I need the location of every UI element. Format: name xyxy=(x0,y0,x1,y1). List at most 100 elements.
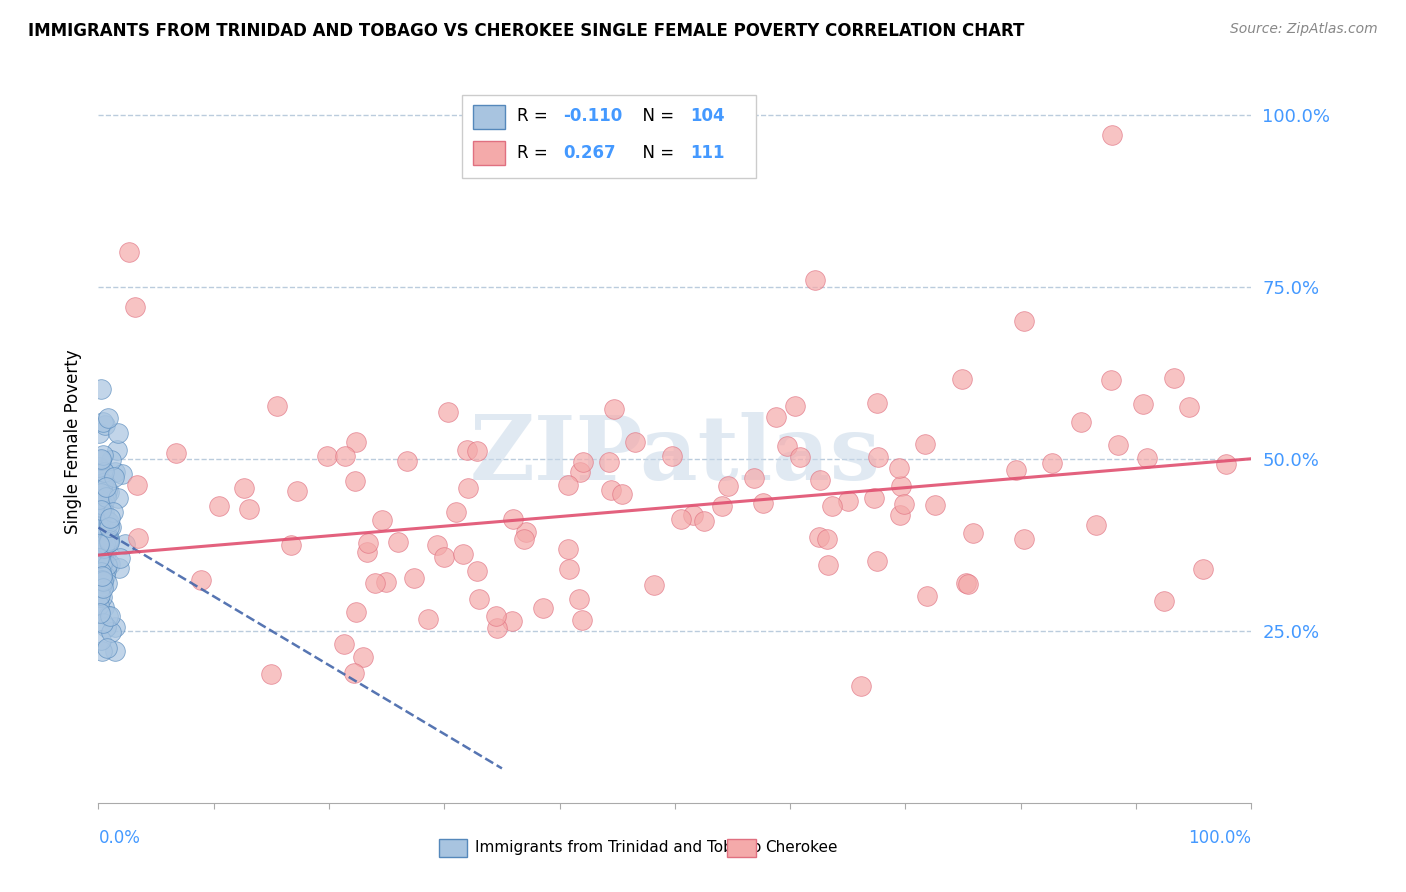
Point xyxy=(485,608,508,623)
Point xyxy=(87,520,110,534)
Point xyxy=(87,598,110,612)
Point xyxy=(87,511,110,525)
Text: 104: 104 xyxy=(690,107,724,126)
Point xyxy=(364,576,387,591)
Point xyxy=(97,411,120,425)
Point xyxy=(90,566,112,580)
Point xyxy=(1101,128,1123,143)
Point xyxy=(1099,372,1122,386)
Point xyxy=(125,478,148,492)
Point xyxy=(456,443,478,458)
Point xyxy=(682,508,704,522)
Point xyxy=(1136,450,1159,465)
Point xyxy=(98,510,121,524)
Text: R =: R = xyxy=(517,107,553,126)
Point xyxy=(465,564,488,578)
Point xyxy=(91,448,114,462)
Y-axis label: Single Female Poverty: Single Female Poverty xyxy=(63,350,82,533)
Point xyxy=(515,525,537,540)
Point xyxy=(91,556,114,570)
Point xyxy=(91,643,114,657)
Point xyxy=(457,481,479,495)
Point xyxy=(87,550,110,565)
Point xyxy=(87,498,110,512)
Point xyxy=(90,503,112,517)
Point xyxy=(89,561,111,575)
Point xyxy=(742,471,765,485)
Point xyxy=(344,605,367,619)
Point xyxy=(96,513,118,527)
Text: -0.110: -0.110 xyxy=(562,107,623,126)
Point xyxy=(91,615,114,630)
Point xyxy=(572,455,595,469)
Point xyxy=(89,460,111,475)
Point xyxy=(98,533,121,547)
Point xyxy=(90,498,112,512)
Point xyxy=(808,473,831,487)
FancyBboxPatch shape xyxy=(472,141,505,165)
Text: N =: N = xyxy=(633,144,679,161)
Point xyxy=(91,500,114,514)
Point xyxy=(817,558,839,572)
Point xyxy=(100,453,122,467)
Point xyxy=(91,565,114,579)
Point xyxy=(1177,400,1199,414)
Point xyxy=(127,531,149,545)
Text: 0.267: 0.267 xyxy=(562,144,616,161)
Point xyxy=(866,554,889,568)
Point xyxy=(612,487,634,501)
Point xyxy=(91,569,114,583)
Point xyxy=(502,512,524,526)
Point xyxy=(104,465,127,479)
Point xyxy=(90,474,112,488)
Point xyxy=(1012,313,1035,327)
Point xyxy=(94,563,117,577)
Point xyxy=(1153,594,1175,608)
Point xyxy=(94,524,117,538)
Point xyxy=(1192,562,1215,576)
Point xyxy=(89,491,111,506)
Point xyxy=(890,479,912,493)
Text: ZIPatlas: ZIPatlas xyxy=(470,412,880,500)
Point xyxy=(87,524,110,539)
Point xyxy=(91,574,114,588)
Point xyxy=(557,478,579,492)
Point xyxy=(89,588,111,602)
Point xyxy=(97,515,120,529)
Point xyxy=(100,520,122,534)
Point xyxy=(91,573,114,587)
Point xyxy=(344,434,367,449)
Point xyxy=(344,474,367,488)
Point xyxy=(89,491,111,506)
Point xyxy=(90,451,112,466)
Point xyxy=(316,449,339,463)
Point xyxy=(90,633,112,648)
Text: Immigrants from Trinidad and Tobago: Immigrants from Trinidad and Tobago xyxy=(475,840,762,855)
Point xyxy=(815,532,838,546)
Point xyxy=(91,582,114,596)
Point xyxy=(863,491,886,506)
Point xyxy=(599,483,621,497)
Point xyxy=(624,435,647,450)
Point xyxy=(91,558,114,573)
Point xyxy=(97,608,120,623)
FancyBboxPatch shape xyxy=(472,105,505,128)
Point xyxy=(91,498,114,512)
Point xyxy=(91,575,114,590)
Point xyxy=(962,525,984,540)
Point xyxy=(711,499,734,513)
Point xyxy=(914,436,936,450)
Point xyxy=(89,540,111,554)
Point xyxy=(87,537,110,551)
Point xyxy=(124,301,146,315)
Point xyxy=(91,469,114,483)
Point xyxy=(97,535,120,549)
Point xyxy=(91,555,114,569)
Point xyxy=(208,499,231,513)
Point xyxy=(285,483,308,498)
Point xyxy=(426,538,449,552)
Point xyxy=(90,580,112,594)
Point xyxy=(1163,370,1185,384)
Point xyxy=(866,450,889,464)
Text: 0.0%: 0.0% xyxy=(98,829,141,847)
